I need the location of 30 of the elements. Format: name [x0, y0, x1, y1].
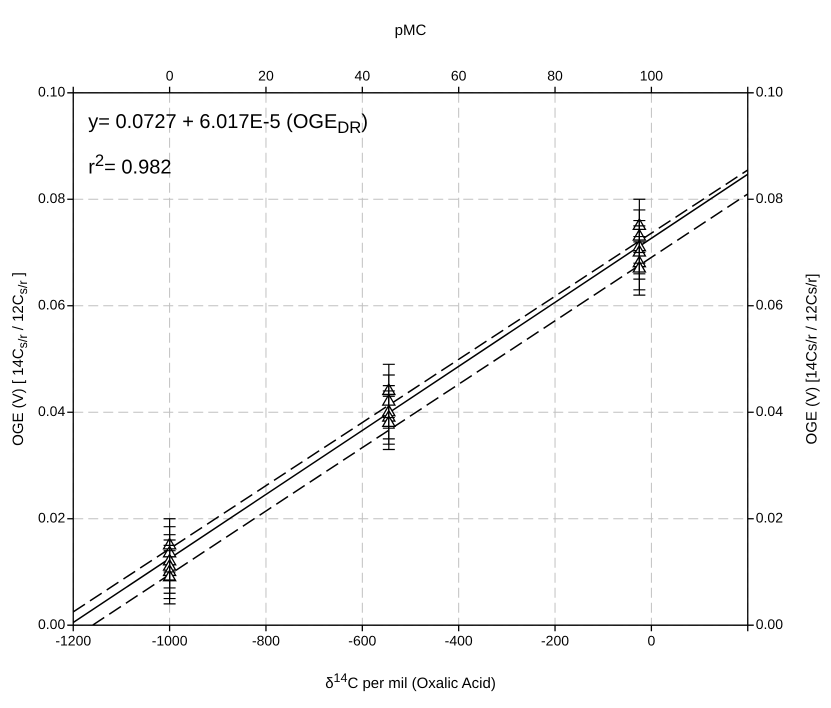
x-tick-label: -1200: [55, 632, 92, 648]
x2-tick-label: 60: [450, 67, 467, 84]
y2-tick-label: 0.10: [756, 84, 784, 100]
y-tick-label: 0.00: [38, 616, 66, 632]
x2-tick-label: 40: [354, 67, 370, 84]
annotation: y= 0.0727 + 6.017E-5 (OGE$_{DR}$): [88, 110, 368, 138]
x-axis-title: δ$^{14}$C per mil (Oxalic Acid): [325, 671, 496, 692]
y2-tick-label: 0.06: [756, 296, 784, 313]
x-tick-label: -1000: [152, 632, 188, 648]
y-tick-label: 0.04: [38, 403, 66, 420]
y-tick-label: 0.02: [38, 510, 66, 526]
x-tick-label: -800: [252, 632, 280, 648]
x2-tick-label: 100: [640, 67, 664, 84]
x-tick-label: 0: [647, 632, 656, 648]
x2-tick-label: 20: [258, 67, 274, 84]
x2-tick-label: 0: [166, 67, 174, 84]
x2-axis-title: pMC: [394, 22, 426, 39]
x-tick-label: -600: [348, 632, 377, 648]
x-tick-label: -200: [541, 632, 570, 648]
y2-tick-label: 0.00: [756, 616, 784, 632]
x-tick-label: -400: [444, 632, 473, 648]
annotation: r$^{2}$= 0.982: [88, 150, 172, 180]
y-tick-label: 0.08: [38, 190, 66, 206]
y2-axis-title: OGE (V) [14Cs/r / 12Cs/r]: [804, 274, 820, 444]
x2-tick-label: 80: [547, 67, 564, 84]
y-tick-label: 0.10: [38, 84, 66, 100]
y2-tick-label: 0.08: [756, 190, 784, 206]
y2-tick-label: 0.02: [756, 510, 784, 526]
y2-tick-label: 0.04: [756, 403, 784, 420]
y-tick-label: 0.06: [38, 296, 66, 313]
